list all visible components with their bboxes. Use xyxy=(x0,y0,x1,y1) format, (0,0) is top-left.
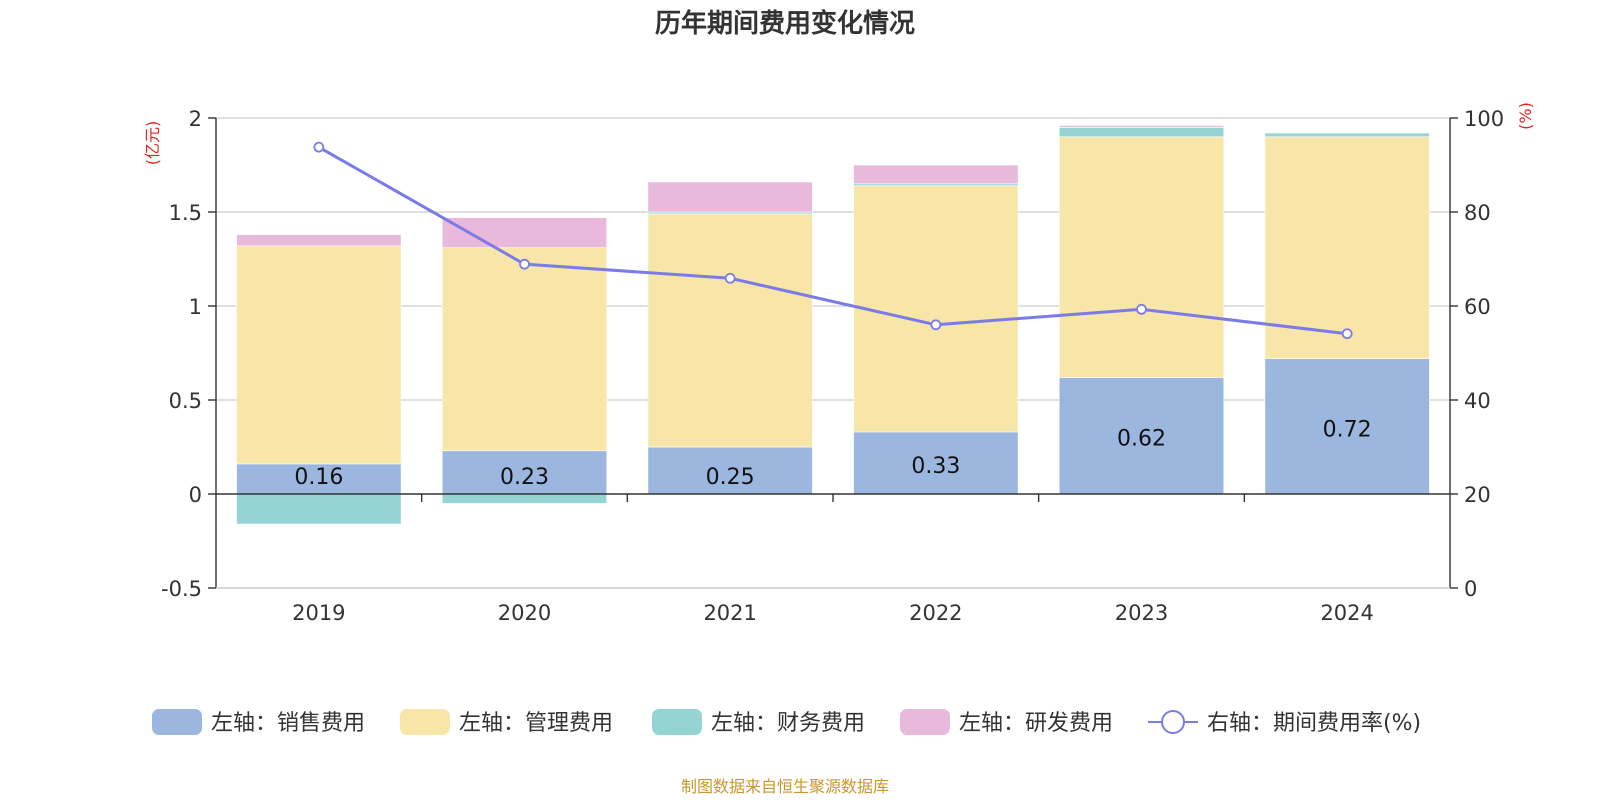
line-point-2022 xyxy=(930,319,942,331)
bar-2-2024 xyxy=(1264,136,1430,359)
bar-2-2021 xyxy=(647,213,813,448)
x-tick-label-2021: 2021 xyxy=(703,601,756,625)
y-right-tick-label: 80 xyxy=(1464,201,1491,225)
bar-1-2024 xyxy=(1264,358,1430,495)
y-right-tick-label: 20 xyxy=(1464,483,1491,507)
legend: 左轴：销售费用 左轴：管理费用 左轴：财务费用 左轴：研发费用 右轴：期间费用率(%) xyxy=(152,709,1421,736)
line-point-2021 xyxy=(724,272,736,284)
y-left-tick-label: 1 xyxy=(189,295,202,319)
y-left-tick-label: 2 xyxy=(189,107,202,131)
x-tick-label-2020: 2020 xyxy=(498,601,551,625)
bar-2-2022 xyxy=(853,185,1019,433)
y-right-axis-label: (%) xyxy=(1516,102,1535,130)
bar-2-2020 xyxy=(441,247,608,452)
bar-3-2024 xyxy=(1264,132,1430,138)
y-left-tick-label: 0.5 xyxy=(169,389,202,413)
line-point-2020 xyxy=(519,258,530,270)
x-tick-label-2022: 2022 xyxy=(909,601,962,625)
x-tick-label-2024: 2024 xyxy=(1320,601,1373,625)
line-point-2023 xyxy=(1136,303,1147,315)
data-labels: 0.16 0.23 0.25 0.33 0.62 0.72 xyxy=(294,417,1371,490)
bar-4-2023 xyxy=(1058,125,1225,128)
y-left-axis-label: (亿元) xyxy=(143,121,162,166)
bar-4-2020 xyxy=(441,217,608,249)
y-left-tick-label: 1.5 xyxy=(169,201,202,225)
y-right-tick-label: 100 xyxy=(1464,107,1504,131)
legend-label-3: 左轴：财务费用 xyxy=(711,711,865,736)
x-tick-label-2019: 2019 xyxy=(292,601,345,625)
y-left-tick-label: -0.5 xyxy=(161,577,202,601)
line-layer xyxy=(313,141,1353,340)
data-label-2020: 0.23 xyxy=(500,465,549,490)
data-label-2019: 0.16 xyxy=(294,465,343,490)
bar-3-2019 xyxy=(236,493,402,525)
chart-title: 历年期间费用变化情况 xyxy=(655,8,915,39)
legend-swatch-4 xyxy=(900,709,950,735)
bar-3-2020 xyxy=(441,493,608,504)
data-label-2023: 0.62 xyxy=(1117,427,1166,452)
legend-swatch-1 xyxy=(152,709,202,735)
data-label-2022: 0.33 xyxy=(911,454,960,479)
y-right-tick-label: 60 xyxy=(1464,295,1491,319)
bar-4-2022 xyxy=(853,164,1019,185)
data-label-2024: 0.72 xyxy=(1323,417,1372,442)
x-tick-label-2023: 2023 xyxy=(1115,601,1168,625)
legend-swatch-3 xyxy=(652,709,702,735)
bar-2-2019 xyxy=(236,245,402,465)
source-note: 制图数据来自恒生聚源数据库 xyxy=(681,777,889,796)
legend-label-2: 左轴：管理费用 xyxy=(459,711,613,736)
data-label-2021: 0.25 xyxy=(706,465,755,490)
bar-2-2023 xyxy=(1058,136,1225,378)
bar-1-2019 xyxy=(236,463,402,495)
legend-swatch-2 xyxy=(400,709,450,735)
y-left-tick-label: 0 xyxy=(189,483,202,507)
bar-3-2023 xyxy=(1058,127,1225,138)
line-series xyxy=(318,145,1348,336)
legend-label-5: 右轴：期间费用率(%) xyxy=(1207,711,1421,736)
line-point-2024 xyxy=(1341,328,1353,340)
bar-1-2023 xyxy=(1058,377,1225,495)
bar-layer xyxy=(236,125,1430,525)
y-right-tick-label: 40 xyxy=(1464,389,1491,413)
y-right-tick-label: 0 xyxy=(1464,577,1477,601)
bar-4-2019 xyxy=(236,234,402,247)
bar-4-2021 xyxy=(647,181,813,213)
legend-label-4: 左轴：研发费用 xyxy=(959,711,1113,736)
legend-swatch-marker xyxy=(1161,710,1185,734)
bar-1-2022 xyxy=(853,431,1019,495)
line-point-2019 xyxy=(313,141,325,153)
legend-label-1: 左轴：销售费用 xyxy=(211,711,365,736)
